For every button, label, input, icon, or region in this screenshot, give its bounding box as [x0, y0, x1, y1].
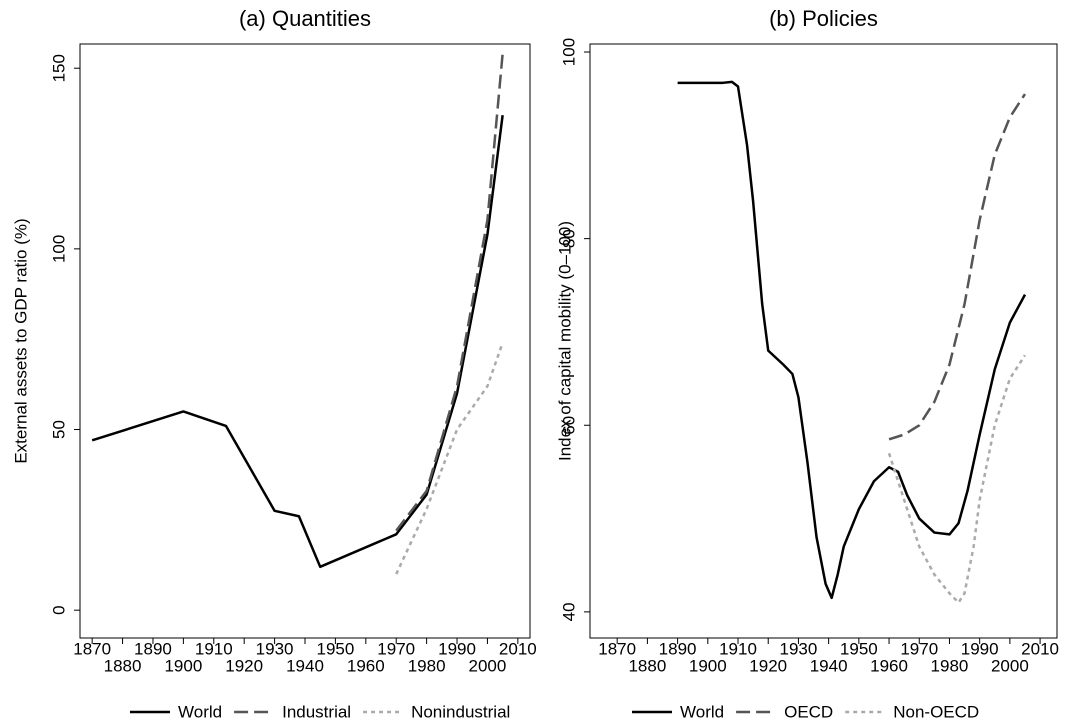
- x-tick-label: 1890: [659, 639, 697, 658]
- series-line: [395, 342, 504, 575]
- x-tick-label: 2000: [469, 656, 507, 675]
- legend-label: Nonindustrial: [411, 702, 510, 721]
- x-tick-label: 1900: [164, 656, 202, 675]
- x-tick-label: 1980: [931, 656, 969, 675]
- x-tick-label: 1920: [749, 656, 787, 675]
- x-tick-label: 1890: [134, 639, 172, 658]
- chart-title: (a) Quantities: [239, 6, 371, 31]
- plot-frame: [589, 43, 1058, 639]
- plot-frame: [79, 43, 531, 639]
- x-tick-label: 1970: [377, 639, 415, 658]
- x-tick-label: 1960: [347, 656, 385, 675]
- x-tick-label: 2000: [991, 656, 1029, 675]
- y-tick-label: 150: [49, 54, 68, 82]
- x-tick-label: 2010: [1021, 639, 1059, 658]
- x-tick-label: 1900: [689, 656, 727, 675]
- series-line: [395, 53, 504, 532]
- y-axis-label: External assets to GDP ratio (%): [11, 218, 30, 463]
- y-tick-label: 0: [49, 605, 68, 614]
- x-tick-label: 1990: [961, 639, 999, 658]
- legend-label: Industrial: [282, 702, 351, 721]
- legend-label: Non-OECD: [893, 702, 979, 721]
- series-line: [887, 354, 1027, 604]
- x-tick-label: 1990: [438, 639, 476, 658]
- x-tick-label: 1940: [810, 656, 848, 675]
- x-tick-label: 1950: [840, 639, 878, 658]
- x-tick-label: 1930: [256, 639, 294, 658]
- y-axis-label: Index of capital mobility (0–100): [555, 221, 574, 461]
- x-tick-label: 1970: [900, 639, 938, 658]
- legend-label: World: [680, 702, 724, 721]
- y-tick-label: 80: [559, 229, 578, 248]
- y-tick-label: 100: [559, 38, 578, 66]
- series-line: [91, 115, 504, 569]
- series-line: [888, 93, 1027, 441]
- x-tick-label: 1870: [73, 639, 111, 658]
- x-tick-label: 1960: [870, 656, 908, 675]
- y-tick-label: 100: [49, 235, 68, 263]
- x-tick-label: 2010: [499, 639, 537, 658]
- legend-label: OECD: [784, 702, 833, 721]
- x-tick-label: 1880: [104, 656, 142, 675]
- series-line: [677, 80, 1027, 600]
- x-tick-label: 1880: [628, 656, 666, 675]
- y-tick-label: 60: [559, 416, 578, 435]
- x-tick-label: 1950: [316, 639, 354, 658]
- x-tick-label: 1980: [408, 656, 446, 675]
- x-tick-label: 1870: [598, 639, 636, 658]
- x-tick-label: 1930: [780, 639, 818, 658]
- x-tick-label: 1940: [286, 656, 324, 675]
- chart-title: (b) Policies: [769, 6, 878, 31]
- y-tick-label: 40: [559, 602, 578, 621]
- x-tick-label: 1920: [225, 656, 263, 675]
- y-tick-label: 50: [49, 420, 68, 439]
- x-tick-label: 1910: [195, 639, 233, 658]
- legend-label: World: [178, 702, 222, 721]
- x-tick-label: 1910: [719, 639, 757, 658]
